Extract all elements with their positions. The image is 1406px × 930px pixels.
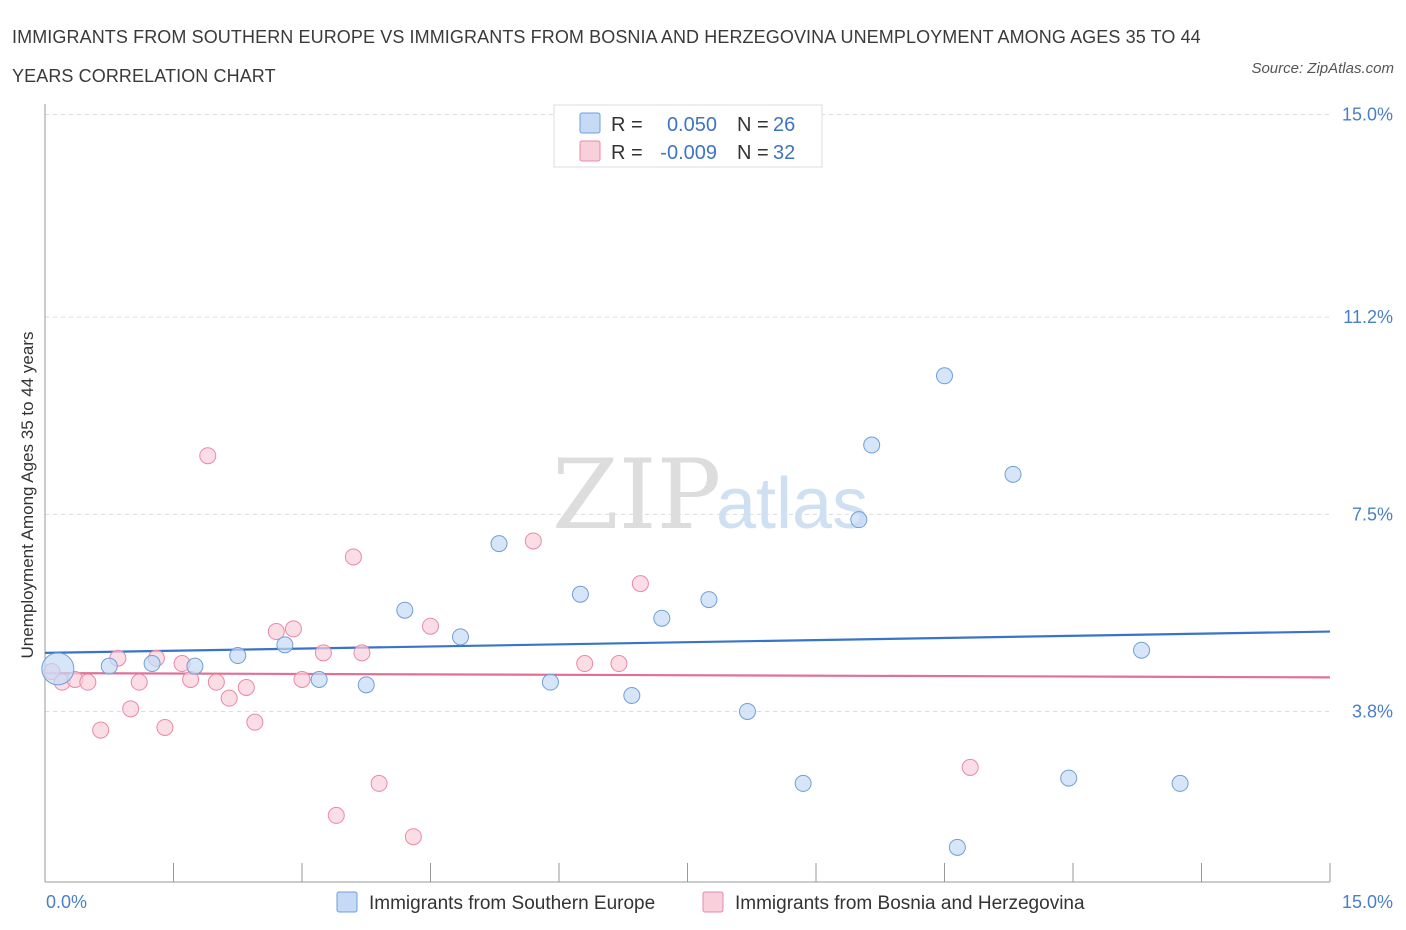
point-bosnia-herzegovina	[961, 758, 979, 776]
trend-line-1	[44, 672, 1331, 679]
point-bosnia-herzegovina	[631, 575, 649, 593]
point-bosnia-herzegovina	[284, 620, 302, 638]
point-bosnia-herzegovina	[370, 774, 388, 792]
point-southern-europe	[794, 774, 812, 792]
trend-lines	[44, 630, 1331, 679]
point-southern-europe	[936, 367, 953, 385]
y-tick-label: 7.5%	[1352, 504, 1393, 524]
point-bosnia-herzegovina	[199, 447, 217, 465]
point-bosnia-herzegovina	[610, 655, 628, 673]
point-southern-europe	[850, 511, 868, 529]
y-tick-label: 15.0%	[1342, 105, 1393, 125]
series-legend: Immigrants from Southern Europe Immigran…	[336, 891, 1085, 914]
series-legend-label-0: Immigrants from Southern Europe	[369, 893, 655, 914]
trend-line-0	[44, 630, 1331, 654]
legend-r-label-1: R =	[611, 142, 643, 164]
watermark: ZIP atlas	[552, 439, 868, 551]
legend-r-value-0: 0.050	[667, 114, 717, 136]
point-southern-europe	[276, 636, 294, 654]
point-southern-europe	[357, 676, 375, 694]
point-bosnia-herzegovina	[404, 828, 422, 846]
point-bosnia-herzegovina	[293, 671, 311, 689]
point-bosnia-herzegovina	[422, 617, 439, 635]
point-southern-europe	[1004, 465, 1022, 483]
legend-swatch-pink	[579, 140, 601, 162]
point-southern-europe	[541, 673, 559, 691]
point-bosnia-herzegovina	[156, 718, 174, 736]
point-southern-europe	[41, 652, 75, 686]
watermark-zip: ZIP	[552, 439, 721, 551]
correlation-legend: R = 0.050 N = 26 R = -0.009 N = 32	[553, 104, 823, 168]
y-axis-label: Unemployment Among Ages 35 to 44 years	[18, 332, 37, 659]
point-bosnia-herzegovina	[92, 721, 110, 739]
point-southern-europe	[229, 647, 247, 665]
data-points	[41, 367, 1189, 856]
point-southern-europe	[700, 591, 718, 609]
point-southern-europe	[310, 671, 328, 689]
point-bosnia-herzegovina	[79, 673, 97, 691]
point-bosnia-herzegovina	[327, 806, 345, 824]
point-southern-europe	[738, 702, 756, 720]
point-bosnia-herzegovina	[314, 644, 332, 662]
point-southern-europe	[100, 657, 118, 675]
point-bosnia-herzegovina	[237, 679, 255, 696]
point-southern-europe	[1133, 641, 1151, 659]
point-southern-europe	[396, 601, 414, 619]
legend-n-label-1: N =	[737, 142, 769, 164]
legend-n-value-1: 32	[773, 142, 795, 164]
point-southern-europe	[571, 585, 589, 603]
axes	[44, 104, 1331, 883]
x-tick-label-max: 15.0%	[1342, 892, 1393, 912]
point-southern-europe	[490, 535, 508, 553]
point-bosnia-herzegovina	[207, 673, 225, 691]
point-bosnia-herzegovina	[576, 655, 594, 673]
point-bosnia-herzegovina	[122, 700, 140, 718]
series-legend-swatch-blue	[336, 891, 358, 913]
point-bosnia-herzegovina	[130, 673, 148, 691]
y-tick-label: 3.8%	[1352, 701, 1393, 721]
point-bosnia-herzegovina	[220, 689, 238, 707]
point-bosnia-herzegovina	[353, 644, 371, 662]
point-southern-europe	[653, 609, 671, 627]
series-legend-label-1: Immigrants from Bosnia and Herzegovina	[735, 893, 1085, 914]
point-bosnia-herzegovina	[344, 548, 362, 566]
point-bosnia-herzegovina	[267, 623, 285, 641]
x-tick-labels: 0.0% 15.0%	[46, 892, 1393, 912]
x-tick-label-min: 0.0%	[46, 892, 87, 912]
point-southern-europe	[186, 657, 204, 675]
legend-swatch-blue	[579, 112, 601, 134]
point-southern-europe	[451, 628, 469, 646]
point-southern-europe	[948, 838, 966, 856]
y-tick-label: 11.2%	[1343, 307, 1393, 327]
legend-n-value-0: 26	[773, 114, 795, 136]
point-southern-europe	[1060, 769, 1078, 787]
point-southern-europe	[143, 655, 161, 673]
point-southern-europe	[1171, 774, 1189, 792]
legend-r-value-1: -0.009	[660, 142, 717, 164]
point-bosnia-herzegovina	[246, 713, 264, 731]
legend-r-label-0: R =	[611, 114, 643, 136]
series-legend-swatch-pink	[702, 891, 724, 913]
point-southern-europe	[863, 436, 881, 454]
legend-n-label-0: N =	[737, 114, 769, 136]
point-southern-europe	[623, 686, 641, 704]
chart-source: Source: ZipAtlas.com	[1251, 60, 1394, 77]
point-bosnia-herzegovina	[524, 532, 542, 550]
y-tick-labels: 3.8% 7.5% 11.2% 15.0%	[1342, 105, 1393, 722]
watermark-atlas: atlas	[716, 464, 868, 544]
grid-lines	[45, 114, 1330, 712]
chart-title: IMMIGRANTS FROM SOUTHERN EUROPE VS IMMIG…	[12, 27, 1201, 86]
